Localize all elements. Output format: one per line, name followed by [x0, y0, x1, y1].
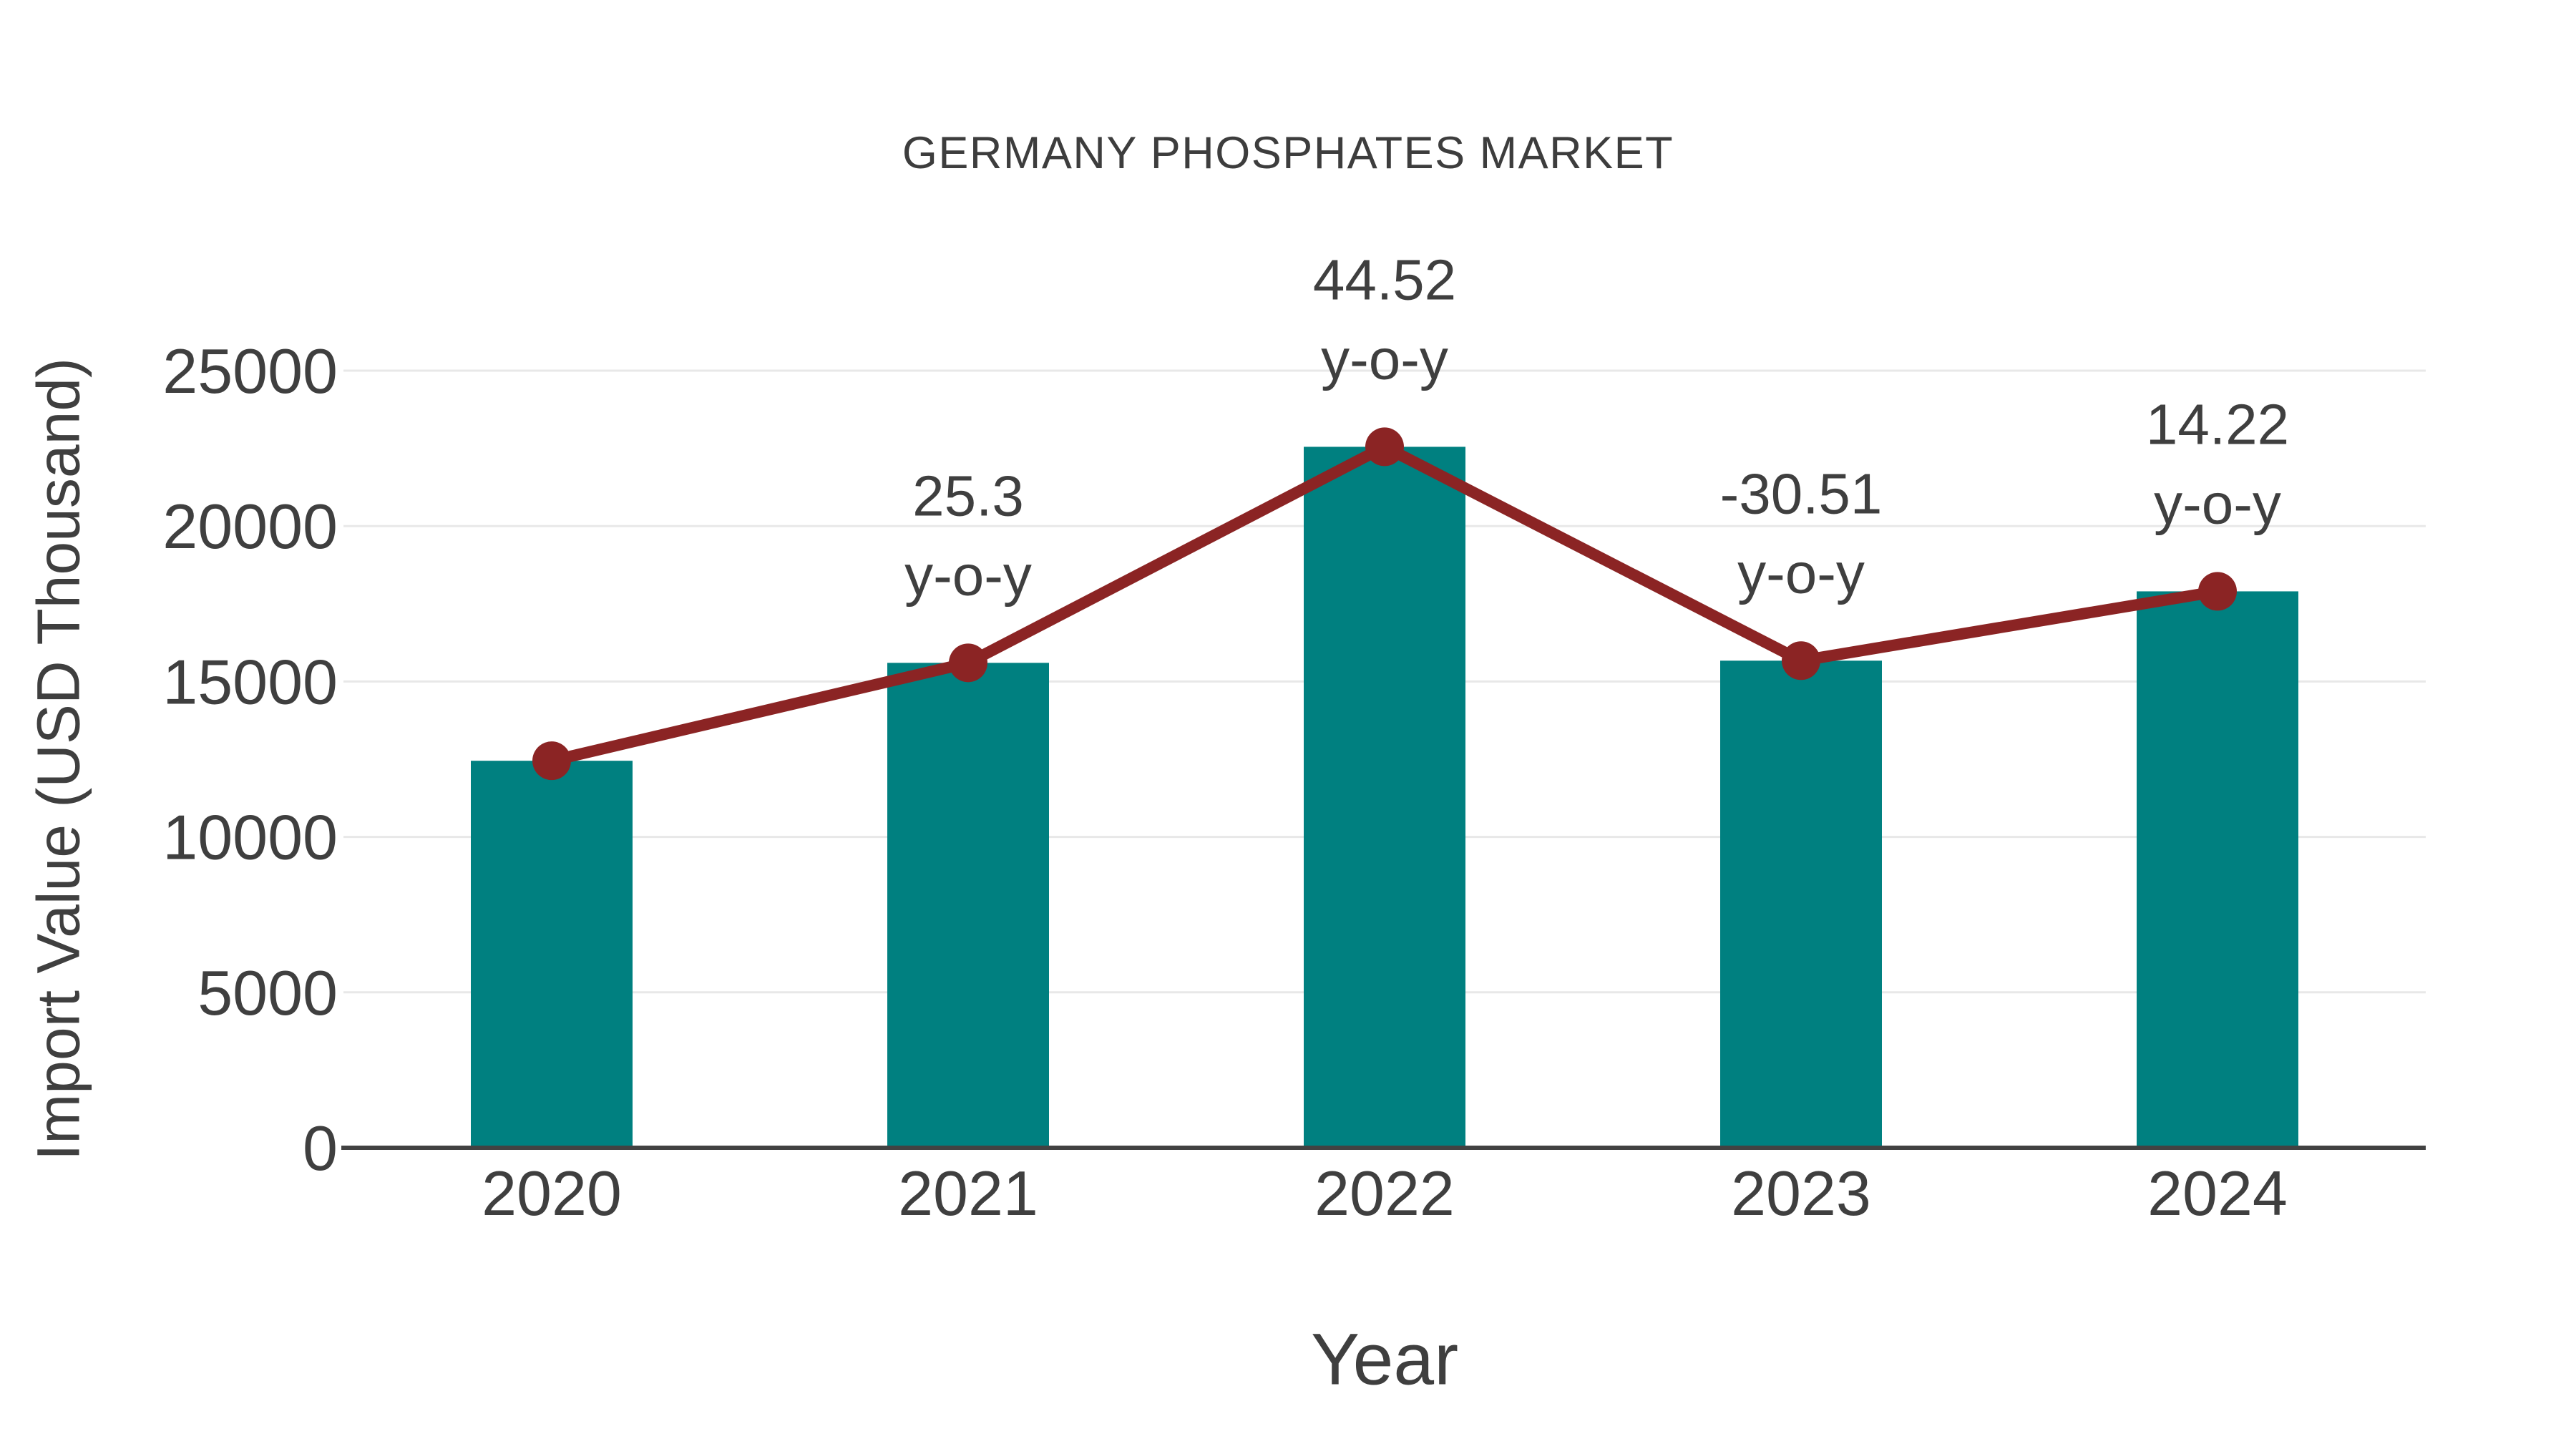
x-tick-label: 2022	[1314, 1158, 1455, 1229]
bar-2022	[1304, 447, 1465, 1148]
yoy-marker-2021	[949, 643, 987, 683]
y-tick-label: 15000	[162, 646, 338, 717]
yoy-marker-2020	[532, 741, 571, 781]
x-tick-label: 2021	[898, 1158, 1038, 1229]
yoy-marker-2022	[1365, 427, 1404, 467]
x-tick-label: 2023	[1731, 1158, 1871, 1229]
x-tick-label: 2024	[2147, 1158, 2288, 1229]
yoy-marker-2024	[2198, 572, 2237, 611]
yoy-suffix-label-2024: y-o-y	[2154, 472, 2281, 535]
bar-2023	[1720, 660, 1882, 1148]
chart-title: GERMANY PHOSPHATES MARKET	[902, 128, 1674, 178]
yoy-marker-2023	[1782, 641, 1820, 680]
y-tick-label: 0	[303, 1113, 338, 1184]
yoy-suffix-label-2021: y-o-y	[904, 543, 1032, 607]
y-tick-label: 5000	[197, 957, 338, 1028]
bar-2024	[2137, 591, 2298, 1148]
y-tick-label: 10000	[162, 802, 338, 873]
yoy-value-label-2024: 14.22	[2146, 392, 2289, 456]
yoy-value-label-2022: 44.52	[1313, 248, 1456, 311]
yoy-suffix-label-2023: y-o-y	[1737, 541, 1865, 605]
x-tick-label: 2020	[482, 1158, 622, 1229]
x-axis-title: Year	[1310, 1318, 1459, 1400]
yoy-value-label-2023: -30.51	[1720, 462, 1883, 525]
bar-2021	[887, 663, 1049, 1148]
y-tick-label: 20000	[162, 491, 338, 562]
yoy-value-label-2021: 25.3	[912, 464, 1024, 527]
bar-2020	[471, 761, 633, 1148]
yoy-suffix-label-2022: y-o-y	[1321, 327, 1448, 391]
y-tick-label: 25000	[162, 336, 338, 406]
